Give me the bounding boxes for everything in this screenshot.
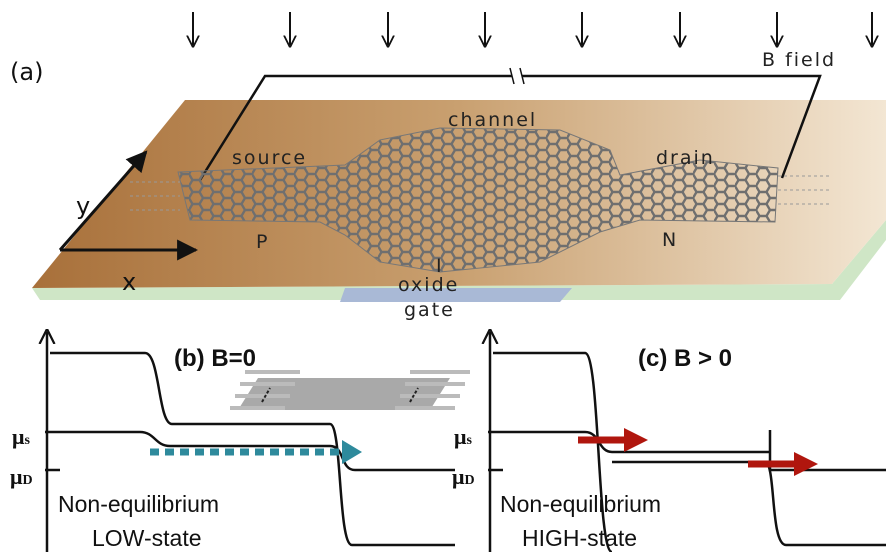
figure: B field (a) channel source drain P I N o… [0,0,886,552]
n-label: N [662,229,678,251]
source-label: source [232,147,307,169]
caption: Non-equilibrium [500,491,661,517]
mu-d-label: μD [10,464,33,489]
y-axis-label: y [76,192,90,220]
band-curve [493,353,612,552]
caption: Non-equilibrium [58,491,219,517]
field-arrows [193,12,872,45]
mu-d-label: μD [452,464,475,489]
mu-s-label: μs [454,424,472,449]
oxide-label: oxide [398,274,459,296]
panel-label: (a) [10,58,43,86]
drain-label: drain [656,147,715,169]
current-arrow-head [342,440,362,464]
panel-title: (c) B > 0 [638,345,732,372]
panel-title: (b) B=0 [174,345,256,372]
band-curve [45,432,455,470]
device-icon [230,372,470,410]
channel-label: channel [448,109,537,131]
panel-c: (c) B > 0 μs μD Non-equilibrium HIGH-sta… [452,332,886,552]
capacitor [510,68,524,84]
field-label: B field [762,49,836,71]
x-axis-label: x [122,268,136,296]
mu-s-label: μs [12,424,30,449]
current-arrow-head [794,452,818,476]
current-arrow-head [624,428,648,452]
p-label: P [256,231,269,253]
caption: HIGH-state [522,525,637,551]
caption: LOW-state [92,525,202,551]
panel-b: (b) B=0 μs μD Non-equilibrium LOW-state [10,332,470,552]
gate-label: gate [404,299,455,321]
